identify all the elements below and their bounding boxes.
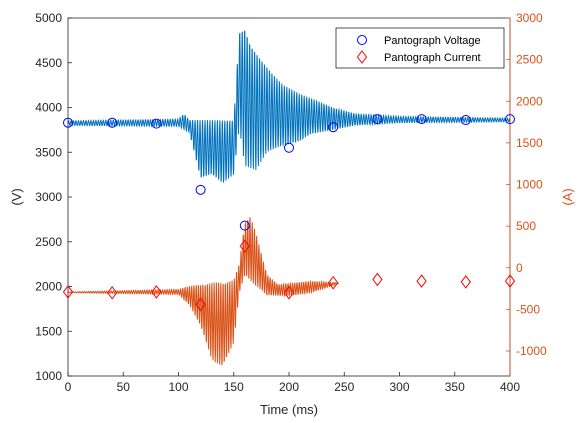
voltage-trace [67, 30, 511, 183]
current-marker [195, 297, 206, 312]
legend: Pantograph Voltage Pantograph Current [335, 27, 505, 69]
voltage-marker [505, 114, 515, 125]
legend-current-marker [356, 50, 368, 64]
series-markers [62, 114, 516, 312]
y-left-tick-label: 2000 [35, 280, 62, 294]
voltage-marker [151, 118, 162, 129]
y-right-tick-label: 500 [516, 219, 536, 233]
voltage-marker [416, 114, 427, 125]
x-tick-label: 400 [500, 380, 520, 394]
current-marker [107, 285, 118, 300]
y-right-tick-label: 0 [516, 261, 523, 275]
y-left-tick-label: 1000 [35, 369, 62, 383]
voltage-marker [239, 220, 250, 231]
x-tick-label: 50 [117, 380, 131, 394]
current-marker [283, 285, 295, 300]
y-right-tick-label: -500 [516, 302, 540, 316]
y-left-tick-label: 1500 [35, 324, 62, 338]
legend-current-label: Pantograph Current [384, 52, 481, 64]
voltage-marker [372, 114, 383, 125]
y-left-tick-label: 5000 [35, 11, 62, 25]
x-tick-label: 150 [224, 380, 244, 394]
x-axis-label: Time (ms) [260, 402, 318, 417]
x-tick-label: 250 [334, 380, 354, 394]
plot-area-frame [67, 17, 511, 377]
legend-voltage-label: Pantograph Voltage [384, 35, 481, 47]
voltage-marker [284, 142, 294, 153]
y-right-tick-label: 1000 [516, 178, 543, 192]
y-left-tick-label: 3000 [35, 190, 62, 204]
y-left-tick-label: 4500 [35, 56, 62, 70]
x-tick-label: 0 [65, 380, 72, 394]
y-right-tick-label: 1500 [516, 136, 543, 150]
legend-voltage-marker [357, 35, 367, 45]
y-axis-left-label: (V) [9, 188, 24, 205]
y-right-tick-label: 2500 [516, 53, 543, 67]
y-left-tick-label: 2500 [35, 235, 62, 249]
current-marker [328, 275, 339, 290]
x-tick-label: 300 [389, 380, 409, 394]
voltage-marker [195, 184, 206, 195]
y-right-tick-label: -1000 [516, 344, 547, 358]
signal-traces [67, 30, 511, 366]
x-tick-label: 200 [279, 380, 299, 394]
current-marker [460, 275, 471, 289]
current-marker [239, 239, 250, 253]
voltage-marker [460, 115, 471, 126]
y-right-tick-label: 3000 [516, 11, 543, 25]
y-axis-right-label: (A) [560, 188, 575, 205]
current-marker [416, 274, 427, 288]
current-marker [504, 274, 516, 288]
current-marker [151, 285, 162, 299]
x-axis: 0 50 100 150 200 250 300 350 400 [65, 372, 520, 394]
legend-box [335, 27, 505, 69]
x-tick-label: 100 [168, 380, 188, 394]
voltage-marker [328, 122, 339, 133]
current-marker [62, 285, 74, 299]
y-left-tick-label: 4000 [35, 101, 62, 115]
current-marker [372, 272, 383, 287]
y-right-tick-label: 2000 [516, 94, 543, 108]
y-axis-right: -1000 -500 0 500 1000 1500 2000 2500 3000 [506, 11, 547, 376]
x-tick-label: 350 [445, 380, 465, 394]
voltage-marker [63, 117, 73, 128]
current-trace [67, 217, 340, 366]
y-axis-left: 1000 1500 2000 2500 3000 3500 4000 4500 5000 [35, 11, 72, 383]
y-left-tick-label: 3500 [35, 145, 62, 159]
voltage-marker [107, 117, 118, 128]
